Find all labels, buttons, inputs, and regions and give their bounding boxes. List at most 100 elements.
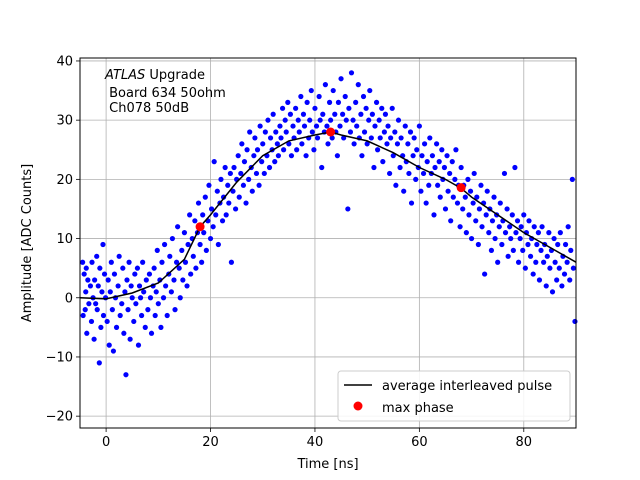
sample-point: [141, 289, 147, 295]
sample-point: [521, 212, 527, 218]
sample-point: [338, 76, 344, 82]
x-tick-label: 80: [516, 435, 533, 450]
sample-point: [244, 147, 250, 153]
sample-point: [91, 336, 97, 342]
sample-point: [436, 159, 442, 165]
sample-point: [135, 342, 142, 348]
sample-point: [501, 170, 508, 177]
sample-point: [427, 135, 433, 141]
sample-point: [559, 283, 565, 289]
sample-point: [497, 200, 503, 206]
legend-frame: [337, 370, 571, 422]
sample-point: [119, 301, 125, 307]
sample-point: [124, 277, 130, 283]
x-tick-label: 0: [102, 435, 110, 450]
sample-point: [101, 271, 108, 277]
sample-point: [180, 277, 186, 283]
sample-point: [223, 212, 229, 218]
sample-point: [308, 87, 314, 94]
sample-point: [207, 235, 214, 242]
sample-point: [267, 135, 274, 141]
sample-point: [507, 224, 513, 230]
sample-point: [300, 111, 307, 117]
sample-point: [488, 247, 495, 253]
sample-point: [377, 135, 383, 141]
sample-point: [137, 295, 144, 301]
sample-point: [214, 188, 220, 194]
sample-point: [369, 111, 375, 117]
sample-point: [238, 170, 244, 177]
sample-point: [298, 93, 304, 100]
sample-point: [147, 295, 154, 301]
sample-point: [95, 283, 101, 289]
sample-point: [557, 230, 563, 236]
sample-point: [148, 330, 155, 336]
sample-point: [450, 194, 456, 200]
sample-point: [249, 188, 255, 194]
sample-point: [202, 194, 208, 200]
sample-point: [273, 129, 279, 135]
sample-point: [320, 111, 326, 117]
y-tick-label: −10: [46, 350, 73, 365]
sample-point: [294, 147, 300, 153]
sample-point: [256, 182, 262, 188]
sample-point: [247, 129, 253, 135]
sample-point: [84, 330, 90, 336]
sample-point: [122, 289, 128, 295]
sample-point: [190, 253, 196, 259]
sample-point: [431, 212, 437, 218]
sample-point: [199, 259, 205, 265]
sample-point: [535, 230, 542, 236]
axis-ticks: 0 20 40 60 80 −20 −10 0 10 20 30 40: [46, 54, 533, 450]
sample-point: [534, 241, 540, 248]
sample-point: [181, 230, 188, 236]
sample-point: [215, 241, 221, 248]
sample-point: [394, 141, 401, 147]
sample-point: [265, 117, 271, 123]
sample-point: [94, 307, 100, 313]
sample-point: [564, 259, 570, 265]
sample-point: [467, 188, 474, 194]
y-tick-label: 30: [56, 114, 73, 129]
sample-point: [171, 277, 177, 283]
sample-point: [261, 170, 267, 177]
sample-point: [567, 277, 573, 283]
annotation-line-3: Ch078 50dB: [105, 101, 189, 116]
sample-point: [330, 87, 336, 94]
sample-point: [476, 206, 483, 212]
sample-point: [509, 212, 515, 218]
sample-point: [346, 105, 352, 111]
sample-point: [231, 164, 237, 171]
sample-point: [486, 230, 492, 236]
sample-point: [390, 153, 396, 159]
sample-point: [188, 271, 194, 277]
sample-point: [527, 253, 534, 259]
annotation-line-2: Board 634 50ohm: [105, 86, 226, 101]
sample-point: [411, 135, 417, 141]
sample-point: [106, 342, 112, 348]
sample-point: [454, 200, 461, 206]
sample-point: [512, 164, 518, 171]
sample-point: [182, 259, 189, 265]
sample-point: [335, 99, 342, 105]
sample-point: [236, 194, 242, 200]
sample-point: [176, 265, 182, 271]
x-tick-label: 20: [202, 435, 219, 450]
sample-point: [444, 153, 450, 159]
sample-point: [544, 253, 550, 259]
sample-point: [366, 117, 372, 123]
sample-point: [324, 123, 330, 129]
sample-point: [514, 218, 521, 224]
sample-point: [274, 141, 280, 147]
sample-point: [457, 224, 463, 230]
sample-point: [94, 253, 100, 259]
sample-point: [479, 224, 485, 230]
sample-point: [129, 295, 135, 301]
y-tick-label: 40: [56, 54, 73, 69]
sample-point: [83, 265, 89, 271]
sample-point: [113, 324, 120, 330]
sample-point: [169, 235, 176, 242]
sample-point: [442, 206, 449, 212]
sample-point: [418, 188, 424, 194]
